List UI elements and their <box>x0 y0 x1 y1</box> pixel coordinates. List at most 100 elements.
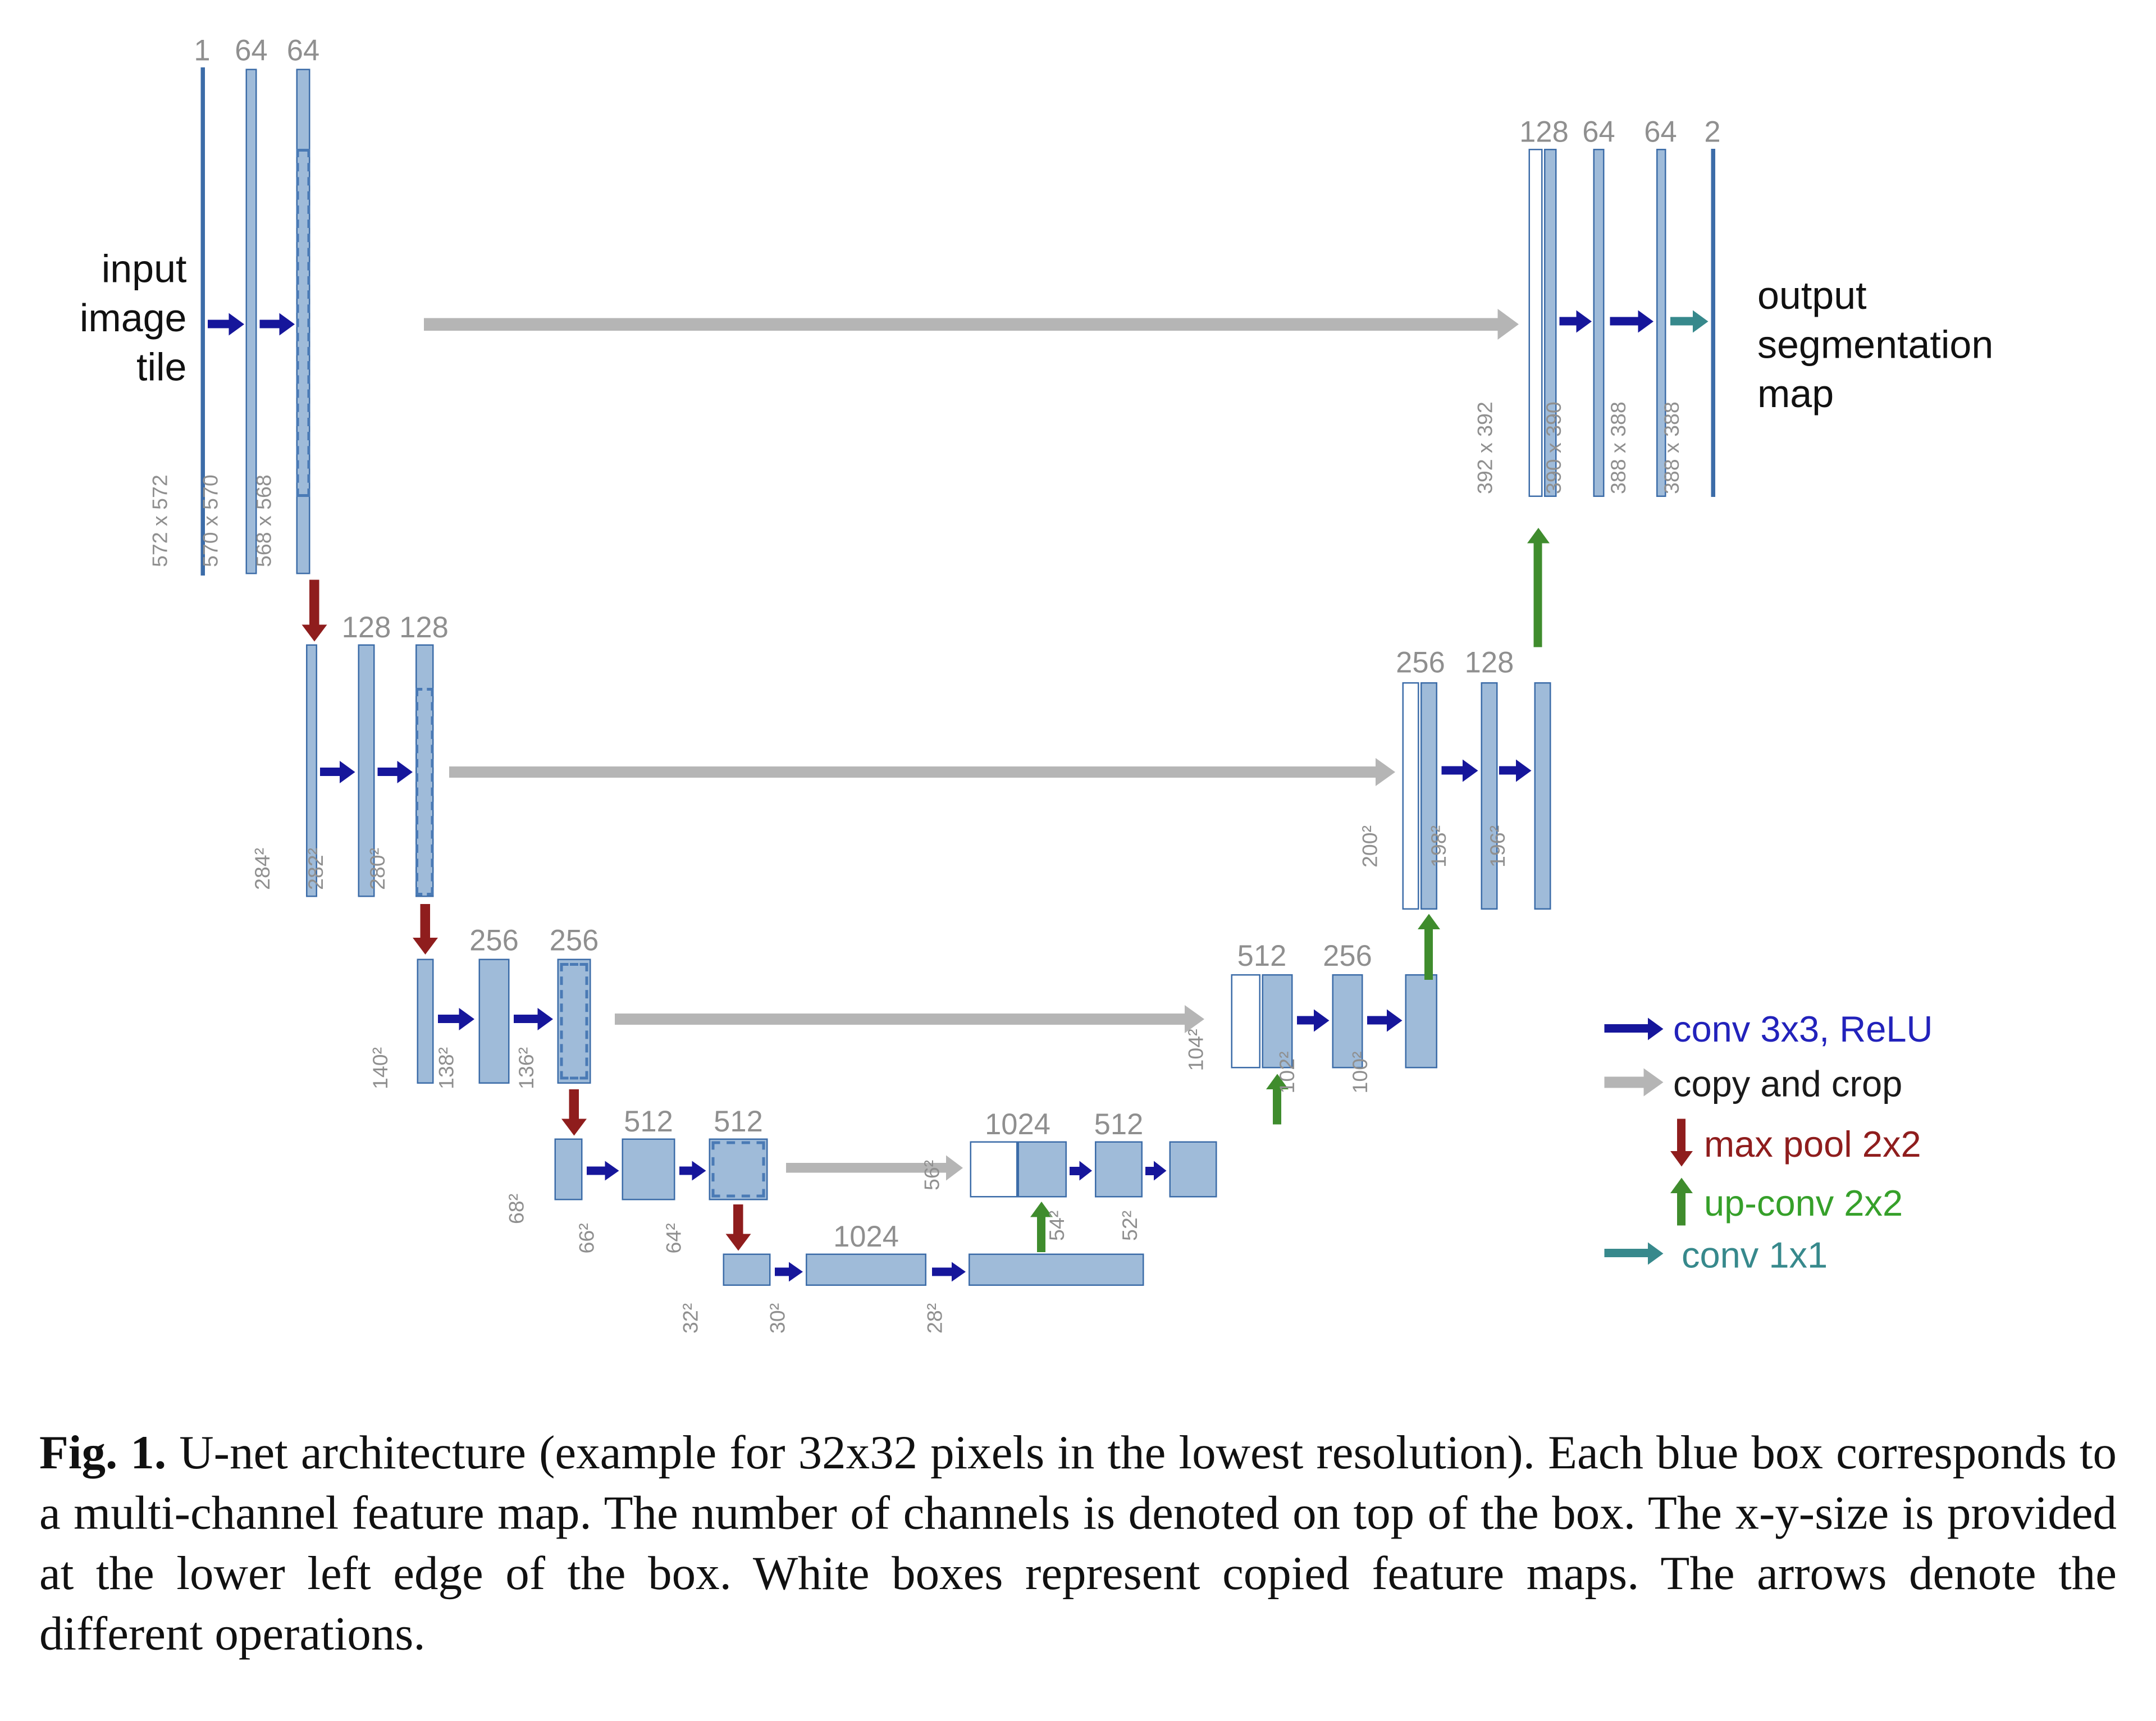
copy-and-crop-arrow <box>424 308 1519 341</box>
enc2-featuremap-bar <box>358 644 375 897</box>
dec1-channels-64b: 64 <box>1644 116 1677 149</box>
conv-arrow <box>320 761 355 783</box>
dec2-channels-128: 128 <box>1464 647 1514 679</box>
enc2-channels-128a: 128 <box>341 612 391 645</box>
conv-arrow <box>259 313 295 336</box>
dec1-channels-64a: 64 <box>1582 116 1615 149</box>
legend-up-conv-label: up-conv 2x2 <box>1704 1182 1903 1224</box>
max-pool-arrow <box>302 579 327 642</box>
dec1-featuremap-bar <box>1656 149 1666 497</box>
conv-arrow <box>679 1159 706 1181</box>
dec3-dim-label: 104² <box>1185 1029 1209 1071</box>
dec1-featuremap-bar <box>1544 149 1557 497</box>
input-label-line: input <box>101 247 187 291</box>
enc3-channels-256a: 256 <box>469 925 519 957</box>
dec4-featuremap-box <box>1095 1141 1143 1198</box>
dec3-featuremap-box <box>1405 974 1437 1069</box>
dec4-featuremap-box <box>1169 1141 1217 1198</box>
copy-and-crop-arrow <box>786 1154 963 1182</box>
dec2-featuremap-bar <box>1534 682 1551 910</box>
legend-copy-crop-label: copy and crop <box>1673 1062 1903 1105</box>
enc2-dim-label: 284² <box>251 847 276 890</box>
dec4-featuremap-box <box>1017 1141 1067 1198</box>
up-conv-arrow <box>1526 528 1550 647</box>
conv-arrow <box>208 313 244 336</box>
dec3-channels-512: 512 <box>1237 941 1287 973</box>
enc2-dim-label: 282² <box>304 847 329 890</box>
dec2-dim-label: 200² <box>1359 825 1383 868</box>
enc4-dim-label: 68² <box>505 1193 529 1224</box>
legend-conv3x3-label: conv 3x3, ReLU <box>1673 1008 1933 1050</box>
dec1-channels-2: 2 <box>1704 116 1721 149</box>
enc2-crop-region-dashed <box>415 688 434 896</box>
dec2-featuremap-bar <box>1420 682 1437 910</box>
bottom-dim-label: 28² <box>924 1303 948 1334</box>
enc1-dim-label: 572 x 572 <box>149 474 173 567</box>
max-pool-arrow <box>413 904 438 955</box>
enc2-featuremap-bar <box>306 644 317 897</box>
conv-arrow <box>1559 310 1592 333</box>
enc3-crop-region-dashed <box>560 963 588 1080</box>
figure-caption-body: U-net architecture (example for 32x32 pi… <box>39 1427 2117 1661</box>
output-segmentation-map-label: output segmentation map <box>1757 271 2108 419</box>
enc4-dim-label: 64² <box>663 1223 687 1254</box>
max-pool-arrow <box>561 1089 587 1136</box>
dec2-dim-label: 198² <box>1427 825 1452 868</box>
dec2-copied-featuremap-bar <box>1402 682 1419 910</box>
enc4-featuremap-box <box>622 1138 675 1200</box>
output-label-line: output <box>1757 273 1867 318</box>
legend-conv1x1-label: conv 1x1 <box>1682 1234 1828 1276</box>
legend-max-pool-arrow <box>1670 1119 1693 1167</box>
dec3-featuremap-box <box>1262 974 1293 1069</box>
enc1-crop-region-dashed <box>296 149 310 497</box>
dec3-channels-256: 256 <box>1323 941 1372 973</box>
up-conv-arrow <box>1266 1074 1289 1125</box>
conv1x1-arrow <box>1670 310 1709 333</box>
conv-arrow <box>514 1008 553 1030</box>
enc1-input-bar <box>200 67 205 576</box>
enc2-channels-128b: 128 <box>399 612 449 645</box>
dec2-channels-256: 256 <box>1396 647 1445 679</box>
enc4-channels-512b: 512 <box>714 1106 763 1139</box>
figure-caption-tag: Fig. 1. <box>39 1427 167 1480</box>
enc3-featuremap-bar <box>417 958 434 1084</box>
enc4-crop-region-dashed <box>711 1141 765 1198</box>
bottom-channels-1024: 1024 <box>833 1221 899 1254</box>
conv-arrow <box>775 1261 803 1282</box>
enc4-featuremap-box <box>709 1138 768 1200</box>
conv-arrow <box>1610 310 1653 333</box>
dec2-featuremap-bar <box>1481 682 1498 910</box>
enc4-channels-512a: 512 <box>624 1106 673 1139</box>
enc4-featuremap-box <box>554 1138 583 1200</box>
bottom-featuremap-box <box>806 1253 926 1286</box>
dec1-channels-128: 128 <box>1519 116 1569 149</box>
dec4-dim-label: 56² <box>921 1159 945 1190</box>
copy-and-crop-arrow <box>449 757 1395 788</box>
up-conv-arrow <box>1418 914 1440 980</box>
bottom-dim-label: 30² <box>766 1303 791 1334</box>
enc3-featuremap-bar <box>478 958 510 1084</box>
enc1-dim-label: 570 x 570 <box>199 474 223 567</box>
dec4-dim-label: 54² <box>1045 1210 1070 1241</box>
conv-arrow <box>587 1159 619 1181</box>
dec3-featuremap-box <box>1332 974 1363 1069</box>
conv-arrow <box>1441 759 1478 782</box>
input-image-tile-label: input image tile <box>28 244 187 392</box>
legend-conv1x1-arrow <box>1604 1241 1664 1265</box>
dec1-featuremap-bar <box>1593 149 1605 497</box>
up-conv-arrow <box>1030 1202 1053 1252</box>
legend-up-conv-arrow <box>1670 1177 1693 1226</box>
enc3-channels-256b: 256 <box>549 925 599 957</box>
enc1-dim-label: 568 x 568 <box>253 474 277 567</box>
dec1-output-bar <box>1711 149 1715 497</box>
dec3-dim-label: 100² <box>1349 1051 1373 1094</box>
conv-arrow <box>1499 759 1532 782</box>
enc3-dim-label: 138² <box>435 1047 459 1089</box>
legend-copy-arrow <box>1604 1068 1664 1097</box>
conv-arrow <box>1297 1009 1330 1032</box>
input-label-line: tile <box>136 345 187 389</box>
figure-caption: Fig. 1. U-net architecture (example for … <box>39 1423 2117 1665</box>
conv-arrow <box>1367 1009 1403 1032</box>
dec4-channels-512: 512 <box>1094 1109 1144 1142</box>
